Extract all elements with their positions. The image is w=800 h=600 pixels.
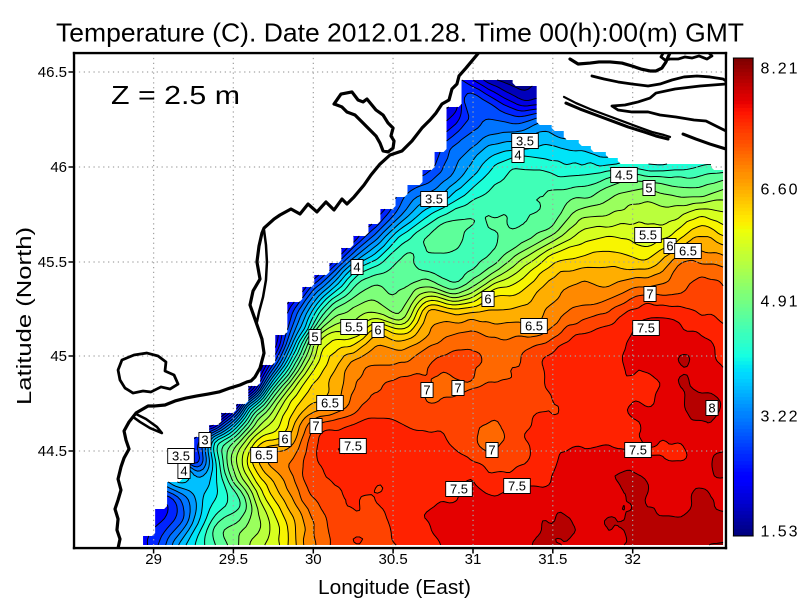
svg-text:4: 4 bbox=[180, 463, 187, 478]
svg-text:3.5: 3.5 bbox=[516, 133, 534, 148]
svg-text:5: 5 bbox=[645, 180, 652, 195]
svg-text:4: 4 bbox=[353, 259, 360, 274]
svg-text:30: 30 bbox=[305, 551, 322, 568]
svg-text:Z = 2.5 m: Z = 2.5 m bbox=[111, 80, 240, 110]
svg-text:44.5: 44.5 bbox=[38, 443, 67, 460]
svg-text:7: 7 bbox=[423, 382, 430, 397]
svg-text:8.21: 8.21 bbox=[761, 61, 798, 78]
svg-text:Longitude (East): Longitude (East) bbox=[318, 577, 471, 599]
svg-text:3.5: 3.5 bbox=[425, 191, 443, 206]
svg-text:Latitude (North): Latitude (North) bbox=[14, 227, 36, 405]
svg-text:8: 8 bbox=[708, 400, 715, 415]
svg-text:7: 7 bbox=[646, 286, 653, 301]
svg-text:6.5: 6.5 bbox=[255, 447, 273, 462]
svg-text:5: 5 bbox=[311, 329, 318, 344]
svg-text:7.5: 7.5 bbox=[629, 442, 647, 457]
svg-text:6.5: 6.5 bbox=[525, 318, 543, 333]
svg-text:7.5: 7.5 bbox=[344, 438, 362, 453]
svg-text:7.5: 7.5 bbox=[637, 320, 655, 335]
svg-text:31: 31 bbox=[465, 551, 482, 568]
svg-text:3: 3 bbox=[201, 432, 208, 447]
svg-text:4: 4 bbox=[514, 147, 521, 162]
svg-text:45.5: 45.5 bbox=[38, 254, 67, 271]
svg-text:45: 45 bbox=[50, 348, 67, 365]
svg-text:6.5: 6.5 bbox=[679, 243, 697, 258]
svg-text:Temperature (C). Date 2012.01.: Temperature (C). Date 2012.01.28. Time 0… bbox=[56, 18, 744, 48]
svg-text:31.5: 31.5 bbox=[538, 551, 567, 568]
svg-text:7.5: 7.5 bbox=[450, 481, 468, 496]
svg-text:4.5: 4.5 bbox=[615, 167, 633, 182]
svg-text:5.5: 5.5 bbox=[639, 227, 657, 242]
svg-text:6.5: 6.5 bbox=[321, 395, 339, 410]
svg-text:5.5: 5.5 bbox=[345, 319, 363, 334]
svg-text:7: 7 bbox=[312, 418, 319, 433]
svg-text:7: 7 bbox=[488, 442, 495, 457]
svg-text:46.5: 46.5 bbox=[38, 64, 67, 81]
svg-text:46: 46 bbox=[50, 159, 67, 176]
svg-text:29: 29 bbox=[145, 551, 162, 568]
svg-text:7.5: 7.5 bbox=[508, 478, 526, 493]
svg-text:6: 6 bbox=[374, 322, 381, 337]
svg-text:6: 6 bbox=[484, 291, 491, 306]
svg-text:30.5: 30.5 bbox=[378, 551, 407, 568]
svg-text:6: 6 bbox=[281, 431, 288, 446]
svg-text:6.60: 6.60 bbox=[761, 182, 798, 199]
svg-text:1.53: 1.53 bbox=[761, 524, 798, 541]
svg-text:6: 6 bbox=[666, 238, 673, 253]
svg-text:3.5: 3.5 bbox=[172, 448, 190, 463]
svg-text:3.22: 3.22 bbox=[761, 409, 798, 426]
svg-text:4.91: 4.91 bbox=[761, 294, 798, 311]
svg-text:32: 32 bbox=[624, 551, 641, 568]
svg-text:29.5: 29.5 bbox=[219, 551, 248, 568]
svg-text:7: 7 bbox=[454, 380, 461, 395]
